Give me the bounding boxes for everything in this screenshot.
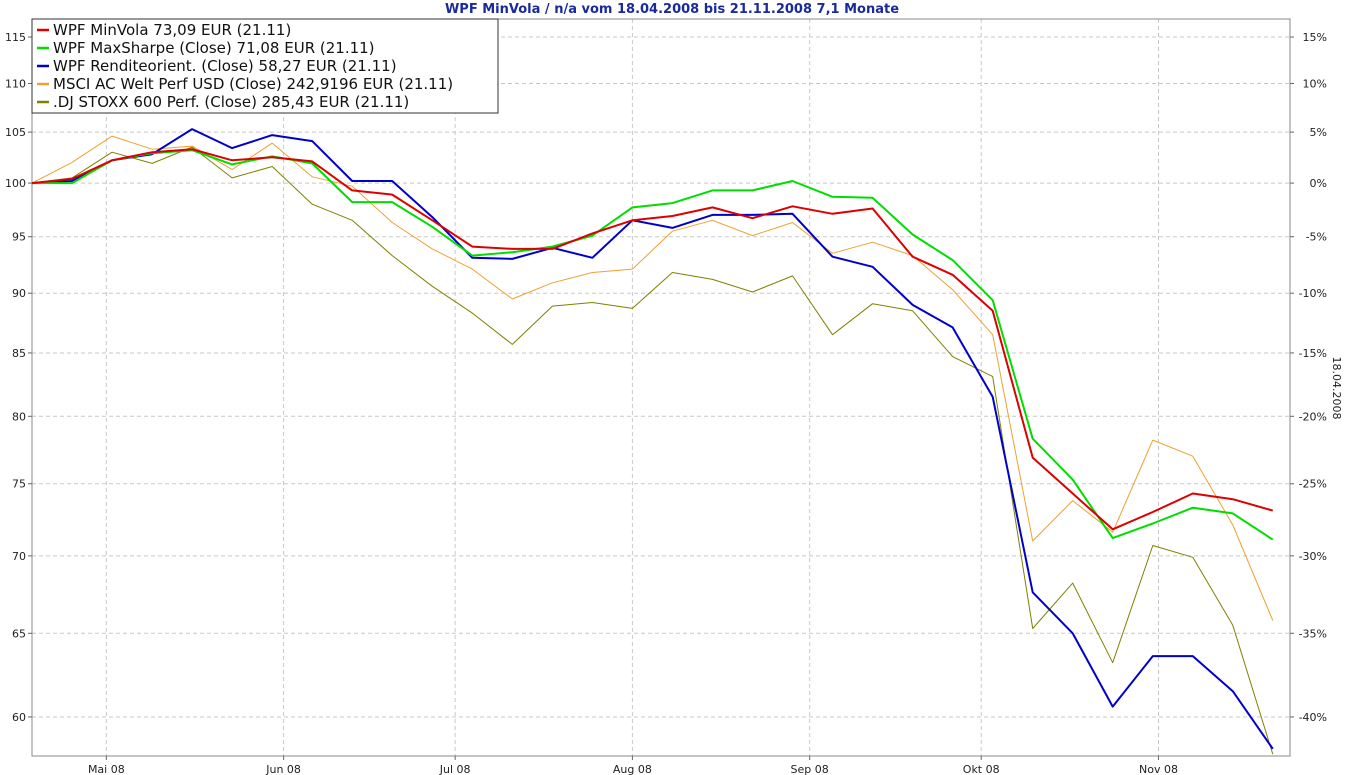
right-tick-label: -25% [1299, 478, 1327, 491]
x-tick-label: Jun 08 [265, 763, 301, 775]
left-tick-label: 80 [12, 410, 26, 423]
legend: WPF MinVola 73,09 EUR (21.11)WPF MaxShar… [31, 18, 499, 114]
series-line-3 [31, 128, 1274, 750]
right-tick-label: -10% [1299, 287, 1327, 300]
x-tick-label: Jul 08 [439, 763, 471, 775]
left-axis: 60 65 70 75 80 85 90 95 100 105 110 115 [5, 31, 32, 724]
legend-box [31, 18, 499, 114]
series-line-5 [31, 148, 1274, 531]
left-tick-label: 70 [12, 550, 26, 563]
legend-label: WPF MaxSharpe (Close) 71,08 EUR (21.11) [53, 39, 375, 57]
legend-label: MSCI AC Welt Perf USD (Close) 242,9196 E… [53, 75, 453, 93]
side-date-label: 18.04.2008 [1330, 357, 1343, 420]
right-tick-label: -20% [1299, 410, 1327, 423]
x-tick-label: Aug 08 [613, 763, 652, 775]
left-tick-label: 85 [12, 347, 26, 360]
right-tick-label: -30% [1299, 550, 1327, 563]
legend-label: WPF Renditeorient. (Close) 58,27 EUR (21… [53, 57, 397, 75]
right-tick-label: -15% [1299, 347, 1327, 360]
left-tick-label: 105 [5, 126, 26, 139]
left-tick-label: 60 [12, 711, 26, 724]
series-line-2 [31, 146, 1274, 755]
x-tick-label: Nov 08 [1139, 763, 1178, 775]
right-tick-label: -5% [1306, 231, 1327, 244]
right-tick-label: 15% [1303, 31, 1327, 44]
legend-label: WPF MinVola 73,09 EUR (21.11) [53, 21, 291, 39]
right-tick-label: 10% [1303, 77, 1327, 90]
right-tick-label: 0% [1310, 177, 1327, 190]
left-tick-label: 100 [5, 177, 26, 190]
series-layer [31, 128, 1274, 755]
left-tick-label: 115 [5, 31, 26, 44]
legend-label: .DJ STOXX 600 Perf. (Close) 285,43 EUR (… [53, 93, 409, 111]
right-tick-label: -40% [1299, 711, 1327, 724]
right-tick-label: -35% [1299, 627, 1327, 640]
right-tick-label: 5% [1310, 126, 1327, 139]
x-tick-label: Mai 08 [88, 763, 125, 775]
left-tick-label: 110 [5, 77, 26, 90]
right-axis: -40% -35% -30% -25% -20% -15% -10% -5% 0% 5% 10% 15… [1290, 31, 1327, 724]
series-line-1 [31, 135, 1274, 621]
x-axis: Mai 08 Jun 08 Jul 08 Aug 08 Sep 08 Okt 08 Nov … [88, 756, 1178, 775]
chart-title: WPF MinVola / n/a vom 18.04.2008 bis 21.… [445, 2, 899, 17]
plot-frame [31, 18, 1291, 757]
left-tick-label: 75 [12, 478, 26, 491]
left-tick-label: 90 [12, 287, 26, 300]
series-line-4 [32, 149, 1274, 541]
x-tick-label: Sep 08 [791, 763, 829, 775]
grid [32, 19, 1290, 756]
x-tick-label: Okt 08 [963, 763, 1000, 775]
left-tick-label: 65 [12, 627, 26, 640]
left-tick-label: 95 [12, 231, 26, 244]
